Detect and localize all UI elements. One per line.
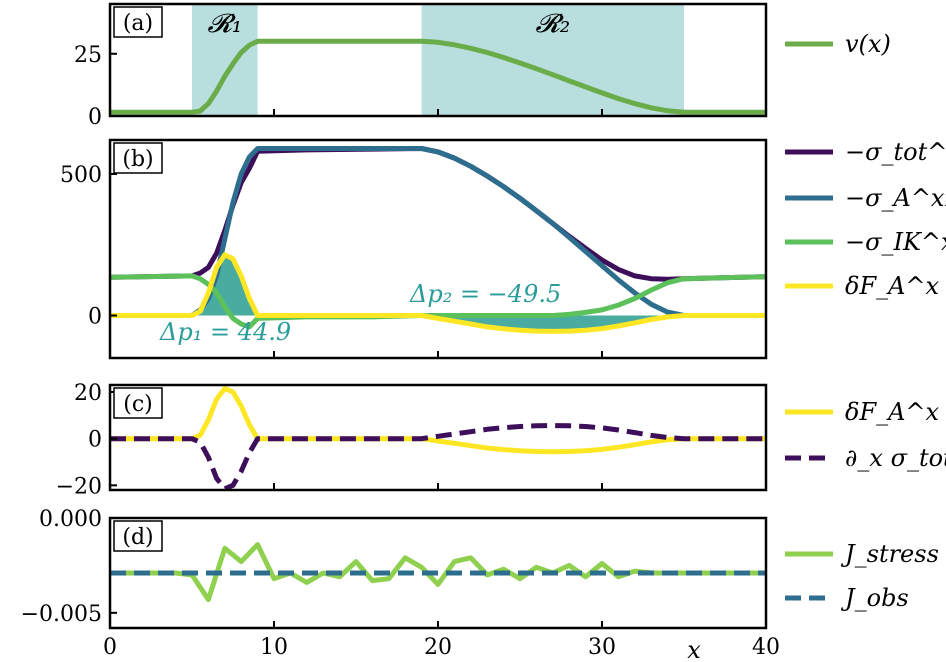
series-line-3	[109, 273, 767, 330]
y-tick-label: 0	[88, 305, 102, 330]
panel-4: −0.005 0.000 0 10 20 30 40 (d)	[21, 507, 780, 660]
panel-tag: (b)	[113, 142, 163, 174]
legend-label: δF_A^x	[845, 272, 940, 300]
legend-label: ∂_x σ_tot^xx	[845, 444, 946, 472]
y-tick-label: 20	[74, 381, 102, 406]
panel-1: 𝓡₁ 𝓡₂ 0 25 (a)	[74, 2, 768, 130]
panel-tag-label: (c)	[123, 392, 153, 417]
region-label-2: 𝓡₂	[535, 9, 570, 39]
region-label-1: 𝓡₁	[207, 9, 242, 39]
x-tick-label: 40	[752, 635, 780, 660]
y-tick-label: 500	[60, 163, 102, 188]
legend-label: −σ_A^xx	[845, 184, 946, 212]
x-tick-label: 20	[424, 635, 452, 660]
series-line-1	[110, 386, 766, 455]
panel-tag-box	[113, 6, 163, 38]
series-line-1	[110, 38, 766, 115]
x-tick-label: 30	[588, 635, 616, 660]
panel-tag-box	[113, 142, 163, 174]
y-tick-label: −0.005	[21, 602, 102, 627]
legend-label: −σ_tot^xx	[845, 138, 946, 166]
annotation-2: Δp₂ = −49.5	[409, 280, 561, 308]
legend-label: v(x)	[845, 30, 891, 58]
series-line-2	[110, 146, 766, 318]
series-line-1	[110, 542, 766, 603]
y-tick-label: 0	[88, 428, 102, 453]
region-2	[421, 4, 684, 116]
series-line-2	[110, 423, 766, 492]
panel-tag-box	[113, 387, 163, 419]
panel-tag: (c)	[113, 387, 163, 419]
y-tick-label: −20	[56, 474, 102, 499]
panel-tag-label: (a)	[123, 11, 153, 36]
series-line-4	[110, 252, 766, 334]
panel-tag-box	[113, 520, 163, 552]
panel-tag: (d)	[113, 520, 163, 552]
legend-2: −σ_tot^xx −σ_A^xx −σ_IK^xx δF_A^x	[785, 138, 946, 300]
legend-label: δF_A^x	[845, 398, 940, 426]
x-tick-label: 10	[260, 635, 288, 660]
panel-3: −20 0 20 (c)	[56, 381, 768, 499]
legend-label: J_obs	[840, 584, 909, 612]
annotation-1: Δp₁ = 44.9	[159, 318, 291, 346]
x-tick-label: 0	[103, 635, 117, 660]
y-tick-label: 0	[88, 105, 102, 130]
panel-2: Δp₁ = 44.9 Δp₂ = −49.5 0 500 (b)	[60, 138, 768, 360]
legend-4: J_stress J_obs	[785, 540, 939, 612]
legend-label: J_stress	[840, 540, 939, 568]
panel-tag-label: (d)	[122, 525, 153, 550]
series-line-1	[109, 146, 767, 282]
legend-1: v(x)	[785, 30, 891, 58]
panel-tag: (a)	[113, 6, 163, 38]
x-axis-label: x	[687, 636, 701, 662]
y-tick-label: 0.000	[39, 507, 102, 532]
y-tick-label: 25	[74, 43, 102, 68]
panel-tag-label: (b)	[122, 147, 153, 172]
legend-3: δF_A^x ∂_x σ_tot^xx	[785, 398, 946, 472]
legend-label: −σ_IK^xx	[845, 228, 946, 256]
region-1	[192, 4, 258, 116]
